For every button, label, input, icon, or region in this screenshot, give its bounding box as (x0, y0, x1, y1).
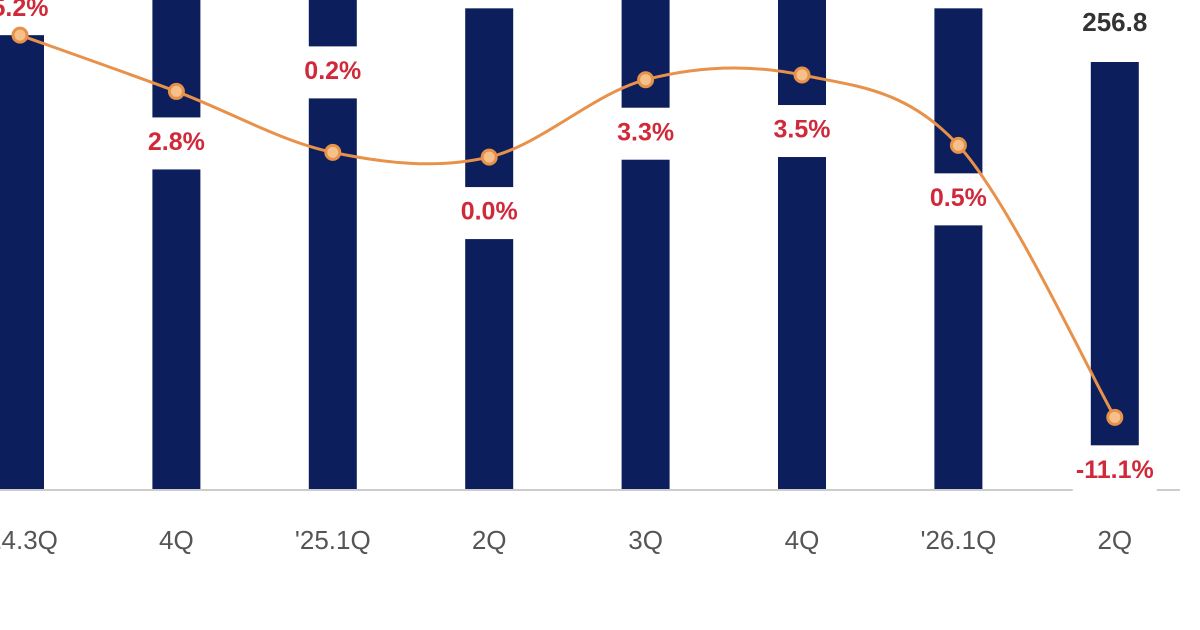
label-backdrop (603, 107, 688, 160)
label-backdrop (0, 0, 62, 36)
bar (0, 0, 44, 490)
label-backdrop (760, 105, 844, 158)
label-backdrop (290, 46, 375, 99)
x-tick-label: '26.1Q (921, 525, 997, 555)
line-value-label: 3.3% (617, 118, 674, 146)
line-value-label: 3.5% (774, 116, 831, 144)
line-value-label: 0.0% (461, 198, 518, 226)
line-value-label: 5.2% (0, 0, 48, 22)
line-point (11, 26, 29, 44)
x-tick-label: 4Q (159, 525, 194, 555)
label-backdrop (134, 117, 219, 170)
x-tick-label: '24.3Q (0, 525, 58, 555)
line-point (324, 143, 342, 161)
line-value-label: -11.1% (1076, 456, 1154, 484)
line-point (793, 66, 811, 84)
line-point (637, 71, 655, 89)
x-tick-label: 4Q (785, 525, 820, 555)
line-value-label: 0.2% (304, 57, 361, 85)
bar-value-label: 256.8 (1082, 7, 1147, 37)
x-tick-label: 2Q (472, 525, 507, 555)
label-backdrop (1072, 445, 1157, 498)
line-point (167, 82, 185, 100)
label-backdrop (447, 187, 532, 240)
bar (465, 8, 514, 490)
x-tick-label: '25.1Q (295, 525, 371, 555)
bar (152, 0, 201, 491)
line-point (480, 148, 498, 166)
x-tick-label: 3Q (628, 525, 663, 555)
x-tick-label: 2Q (1097, 525, 1132, 555)
line-point (1106, 408, 1124, 426)
line-point (949, 136, 967, 154)
line-value-label: 2.8% (148, 128, 205, 156)
line-value-label: 0.5% (930, 184, 987, 212)
bar (934, 8, 983, 490)
